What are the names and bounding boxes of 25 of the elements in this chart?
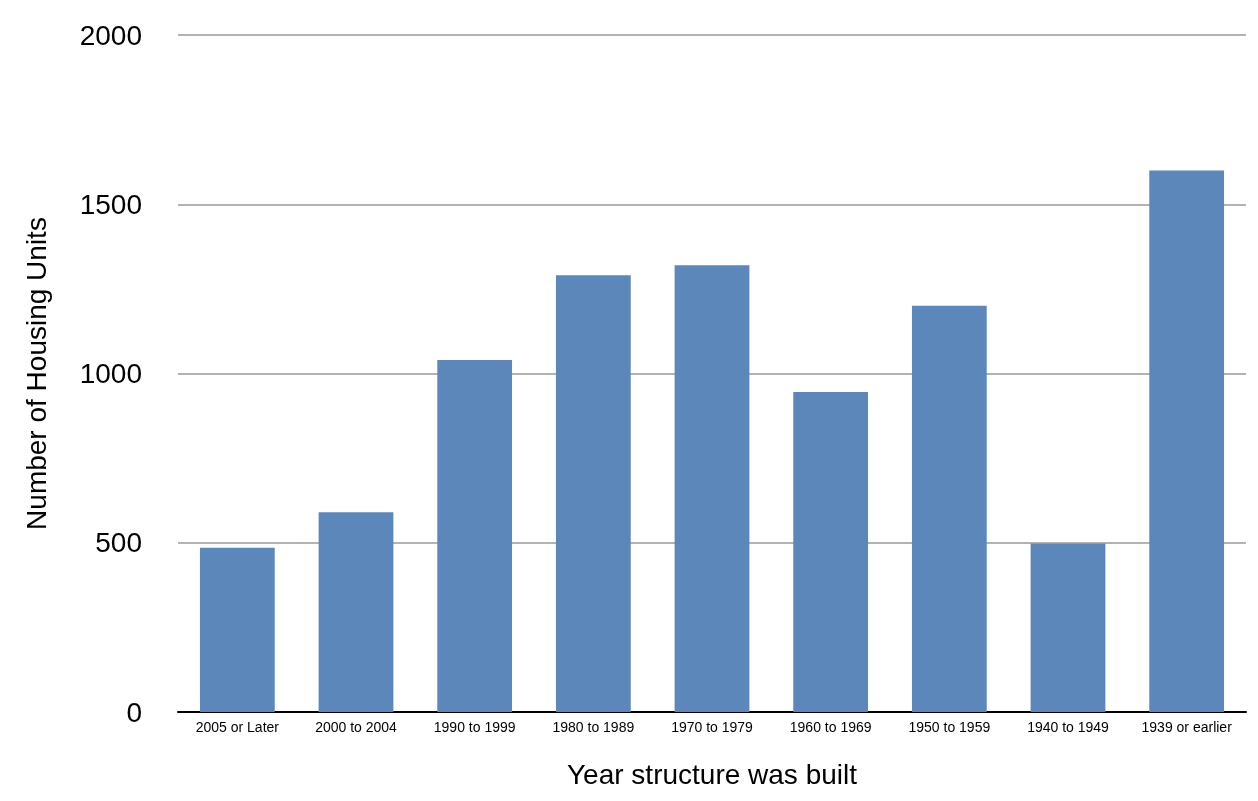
y-tick-label: 1500 — [79, 188, 142, 220]
x-tick-label: 1940 to 1949 — [1027, 719, 1110, 735]
bar — [555, 275, 631, 712]
bar — [674, 265, 750, 712]
bar — [911, 305, 987, 712]
x-tick-label: 1990 to 1999 — [433, 719, 516, 735]
x-axis-title: Year structure was built — [567, 758, 858, 790]
y-tick-label: 1000 — [79, 358, 142, 389]
bar — [1030, 543, 1106, 712]
x-tick-label: 1950 to 1959 — [908, 719, 991, 735]
bar — [437, 359, 513, 712]
bar — [1149, 170, 1225, 712]
bar — [793, 392, 869, 712]
y-tick-label: 0 — [126, 696, 142, 728]
y-tick-label: 500 — [95, 527, 142, 559]
x-tick-label: 1960 to 1969 — [789, 719, 872, 735]
x-tick-label: 1939 or earlier — [1141, 719, 1233, 735]
y-axis-title: Number of Housing Units — [20, 217, 52, 530]
bar — [199, 547, 275, 712]
y-tick-label: 2000 — [79, 19, 142, 51]
x-tick-label: 2005 or Later — [195, 719, 280, 735]
x-tick-label: 1970 to 1979 — [671, 719, 754, 735]
x-tick-label: 1980 to 1989 — [552, 719, 635, 735]
bar — [318, 512, 394, 712]
x-tick-label: 2000 to 2004 — [315, 719, 398, 735]
